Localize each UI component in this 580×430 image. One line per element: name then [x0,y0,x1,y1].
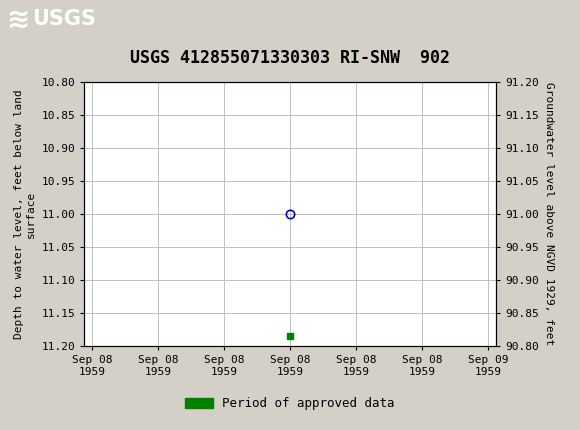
Legend: Period of approved data: Period of approved data [180,392,400,415]
Y-axis label: Depth to water level, feet below land
surface: Depth to water level, feet below land su… [14,89,36,339]
Text: USGS 412855071330303 RI-SNW  902: USGS 412855071330303 RI-SNW 902 [130,49,450,67]
Text: USGS: USGS [32,9,96,29]
Text: ≋: ≋ [7,5,30,34]
Y-axis label: Groundwater level above NGVD 1929, feet: Groundwater level above NGVD 1929, feet [544,82,554,346]
